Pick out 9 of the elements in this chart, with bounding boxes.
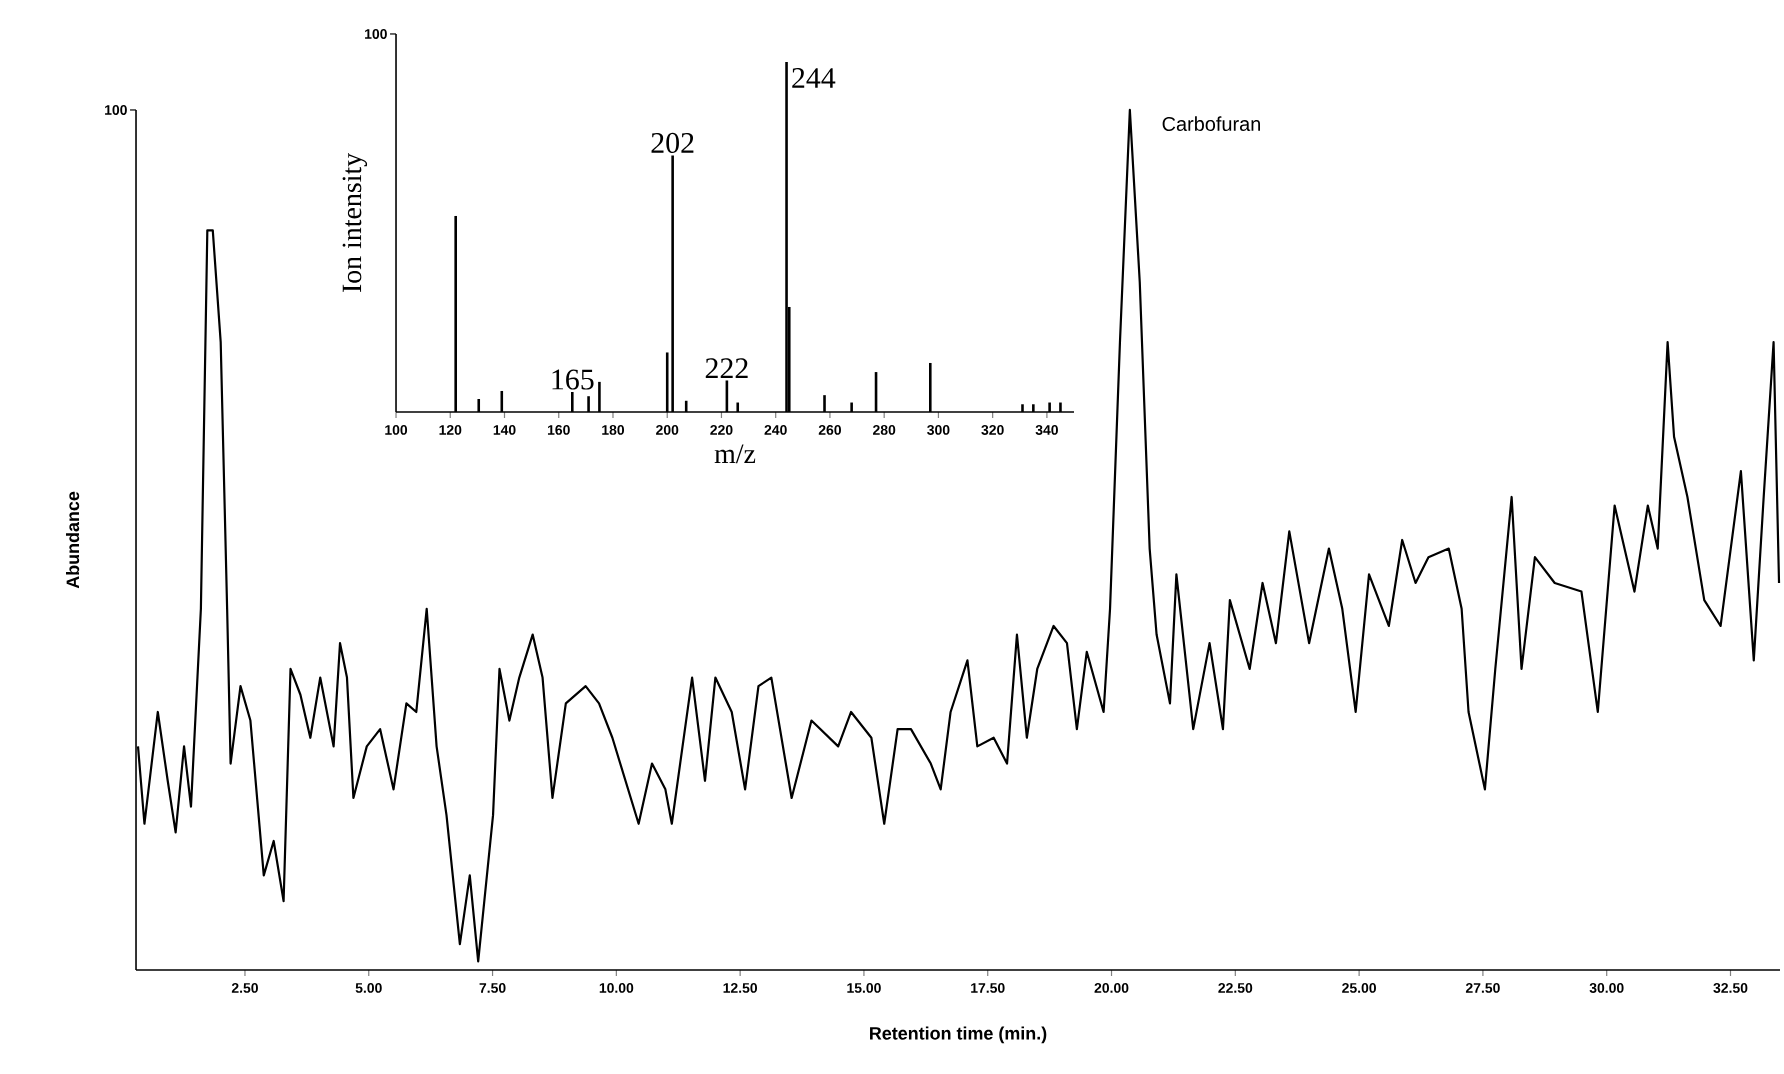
annotation: 222 xyxy=(705,358,748,379)
annotation: Carbofuran xyxy=(1162,116,1260,131)
x-axis-title: m/z xyxy=(714,444,756,464)
annotation: 244 xyxy=(792,68,836,88)
y-axis-title: Abundance xyxy=(65,491,80,589)
y-axis-title: Ion intensity xyxy=(342,152,368,293)
x-axis-title: Retention time (min.) xyxy=(870,1026,1047,1044)
annotation: 202 xyxy=(651,132,694,154)
annotation: 165 xyxy=(552,369,594,390)
